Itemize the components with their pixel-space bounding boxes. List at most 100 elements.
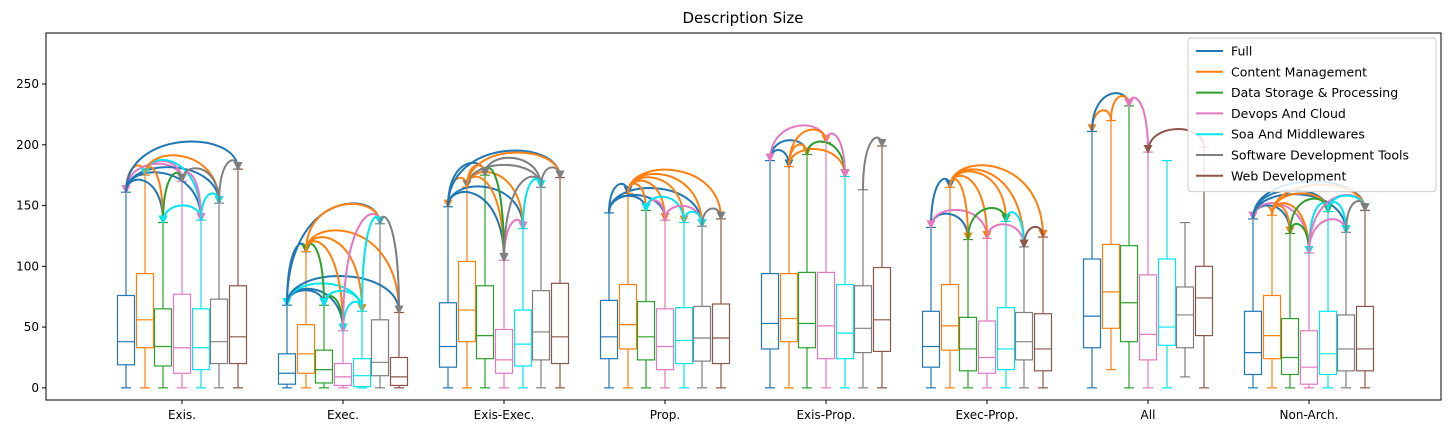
- significance-arrow: [1019, 226, 1044, 249]
- box-body: [1033, 313, 1053, 372]
- box-body: [1355, 305, 1375, 372]
- box-body: [711, 303, 731, 365]
- box-plot: [816, 141, 836, 389]
- box-plot: [1014, 246, 1034, 389]
- box-body: [1194, 265, 1214, 337]
- significance-arrow: [540, 166, 565, 188]
- box-body: [1243, 310, 1263, 376]
- box-plot: [209, 202, 229, 389]
- box-body: [438, 302, 458, 368]
- box-plot: [172, 180, 192, 389]
- significance-arrow: [286, 275, 404, 315]
- significance-arrow: [379, 215, 404, 315]
- chart-title: Description Size: [683, 9, 804, 27]
- significance-arrow: [125, 166, 224, 205]
- box-plot: [228, 168, 248, 389]
- box-plot: [457, 186, 477, 389]
- box-body: [228, 285, 248, 365]
- box-plot: [977, 237, 997, 389]
- box-plot: [438, 206, 458, 389]
- significance-arrow: [926, 208, 988, 239]
- legend-label: Web Development: [1231, 168, 1346, 183]
- significance-arrow: [825, 132, 850, 179]
- box-body: [835, 283, 855, 360]
- box-plot: [550, 177, 570, 389]
- x-tick-label: All: [1141, 408, 1156, 422]
- box-plot: [921, 226, 941, 389]
- box-plot: [1299, 252, 1319, 389]
- x-tick-label: Exec-Prop.: [955, 408, 1018, 422]
- box-body: [314, 349, 334, 384]
- box-plot: [618, 192, 638, 389]
- box-body: [494, 328, 514, 374]
- significance-arrow: [967, 207, 1011, 240]
- box-body: [1280, 317, 1300, 376]
- box-body: [599, 299, 619, 360]
- y-tick-label: 150: [16, 199, 39, 213]
- legend-label: Software Development Tools: [1231, 148, 1409, 163]
- box-body: [513, 309, 533, 367]
- box-body: [116, 294, 136, 366]
- box-body: [172, 293, 192, 374]
- box-plot: [135, 174, 155, 389]
- significance-arrow: [177, 167, 220, 204]
- significance-arrow: [218, 159, 243, 204]
- significance-arrow: [361, 215, 385, 312]
- box-plot: [1119, 105, 1139, 389]
- significance-arrow: [305, 229, 404, 315]
- significance-arrow: [769, 149, 794, 169]
- box-body: [135, 273, 155, 349]
- box-plot: [797, 153, 817, 389]
- box-body: [153, 308, 173, 367]
- box-body: [1157, 258, 1177, 346]
- box-body: [389, 356, 409, 387]
- box-body: [872, 266, 892, 352]
- box-plot: [1243, 218, 1263, 389]
- box-plot: [760, 159, 780, 389]
- legend-label: Soa And Middlewares: [1231, 127, 1365, 142]
- box-plot: [1280, 232, 1300, 389]
- box-plot: [1101, 119, 1121, 371]
- box-body: [209, 298, 229, 365]
- box-plot: [513, 228, 533, 389]
- box-body: [1082, 258, 1102, 349]
- x-tick-label: Non-Arch.: [1280, 408, 1339, 422]
- box-body: [1014, 311, 1034, 361]
- box-plot: [1033, 236, 1053, 389]
- box-plot: [531, 186, 551, 389]
- box-body: [370, 319, 390, 377]
- box-body: [277, 353, 297, 385]
- box-plot: [1355, 209, 1375, 389]
- significance-arrow: [1110, 95, 1134, 121]
- box-body: [853, 285, 873, 354]
- box-plot: [277, 304, 297, 389]
- box-plot: [116, 191, 136, 389]
- box-body: [1336, 314, 1356, 372]
- box-body: [475, 285, 495, 360]
- box-body: [618, 283, 638, 350]
- box-plot: [779, 166, 799, 389]
- box-plot: [153, 221, 173, 389]
- box-plot: [352, 310, 372, 389]
- box-plot: [940, 186, 960, 389]
- significance-arrow: [1124, 96, 1149, 153]
- box-body: [1119, 245, 1139, 343]
- legend-label: Devops And Cloud: [1231, 106, 1346, 121]
- box-plot: [475, 174, 495, 389]
- box-plot: [1262, 214, 1282, 389]
- x-tick-label: Exec.: [327, 408, 359, 422]
- box-body: [457, 260, 477, 343]
- legend-frame: [1187, 37, 1437, 193]
- box-plot: [314, 304, 334, 389]
- significance-arrow: [1005, 211, 1029, 249]
- significance-arrow: [788, 128, 831, 167]
- box-body: [550, 282, 570, 365]
- y-tick-label: 100: [16, 259, 39, 273]
- box-plot: [692, 225, 712, 389]
- y-tick-label: 50: [24, 320, 39, 334]
- box-body: [1299, 330, 1319, 385]
- y-tick-label: 0: [31, 381, 39, 395]
- x-tick-label: Exis-Prop.: [796, 408, 855, 422]
- box-body: [636, 300, 656, 361]
- box-plot: [333, 330, 353, 389]
